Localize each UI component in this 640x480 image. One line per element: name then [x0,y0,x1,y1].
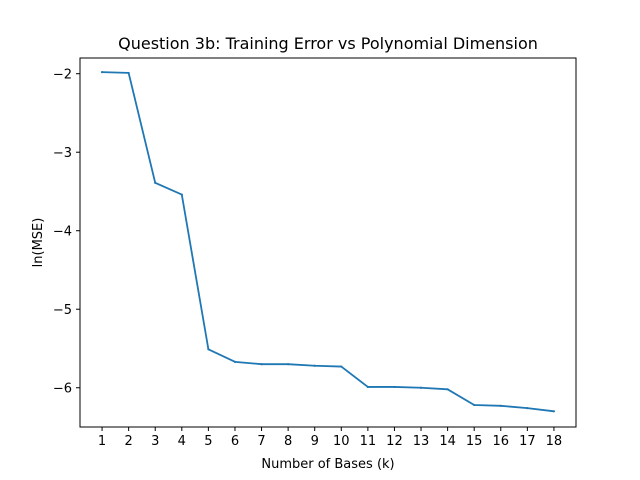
series-layer [100,71,556,413]
x-tick-label: 17 [519,434,536,449]
x-tick-label: 14 [439,434,456,449]
y-tick-label: −2 [53,68,72,83]
data-point [526,407,529,410]
y-tick-label: −3 [53,146,72,161]
data-point [260,363,263,366]
x-tick-label: 2 [125,434,133,449]
x-tick-label: 16 [493,434,510,449]
data-point [233,360,237,363]
x-tick-label: 9 [311,434,319,449]
x-tick-label: 4 [178,434,186,449]
data-point [100,71,104,74]
data-point [287,363,290,366]
x-tick-label: 7 [257,434,265,449]
axis-ticks: 1 2 3 4 5 6 7 8 9 10 11 12 13 14 15 16 17 18−6−5−4−3−2 [53,68,562,449]
x-tick-label: 3 [151,434,159,449]
data-point [366,385,369,389]
x-tick-label: 18 [546,434,563,449]
x-tick-label: 5 [204,434,212,449]
data-point [419,386,423,389]
data-point [154,181,157,184]
x-axis-label: Number of Bases (k) [261,457,394,472]
x-tick-label: 10 [333,434,350,449]
data-point [473,403,476,407]
data-point [180,193,183,196]
x-tick-label: 12 [386,434,403,449]
chart-title: Question 3b: Training Error vs Polynomia… [118,34,538,53]
series-line [102,71,555,413]
y-axis-label: ln(MSE) [31,218,46,268]
data-point [499,404,502,407]
data-point [340,365,343,368]
x-tick-label: 15 [466,434,483,449]
x-tick-label: 13 [413,434,430,449]
plot-frame [79,57,577,428]
data-point [446,388,449,391]
y-tick-label: −6 [53,382,72,397]
x-tick-label: 6 [231,434,239,449]
data-point [207,348,210,351]
y-tick-label: −5 [53,303,72,318]
data-point [127,71,130,75]
data-point [313,364,316,367]
x-tick-label: 1 [98,434,106,449]
data-point [393,385,396,389]
data-point [552,410,556,413]
x-tick-label: 11 [360,434,377,449]
y-tick-label: −4 [53,225,72,240]
x-tick-label: 8 [284,434,292,449]
